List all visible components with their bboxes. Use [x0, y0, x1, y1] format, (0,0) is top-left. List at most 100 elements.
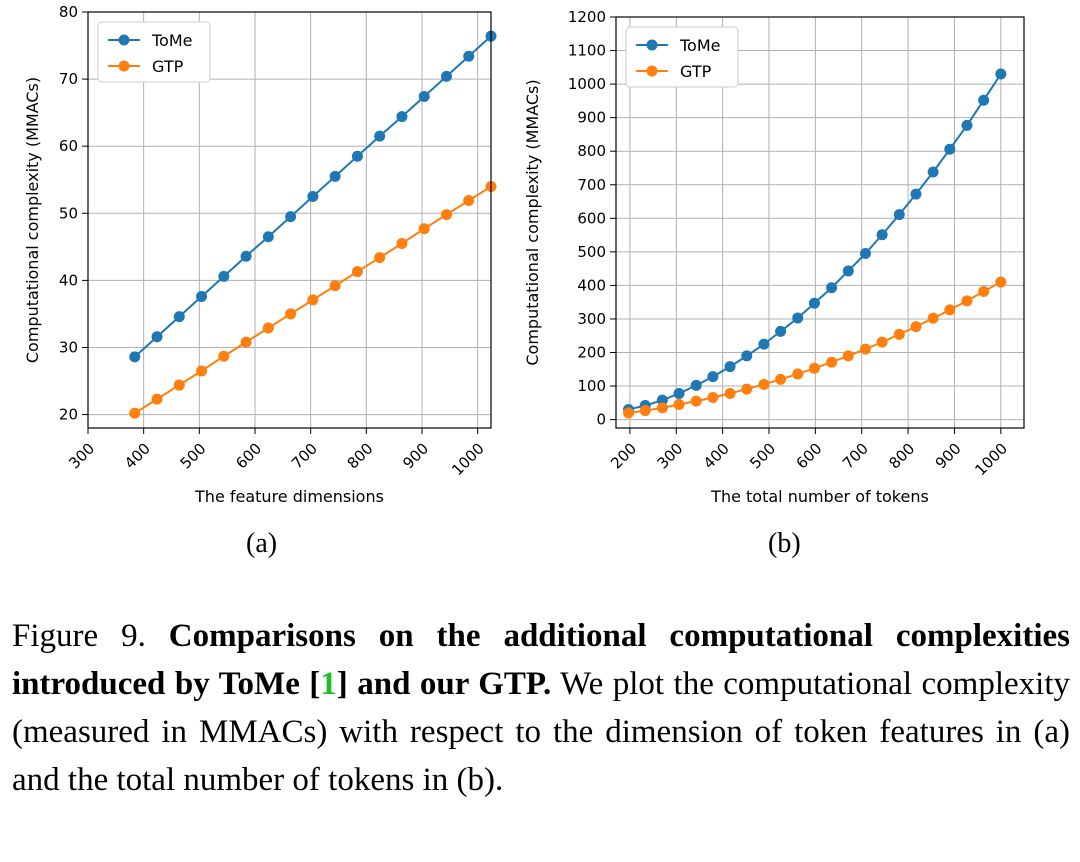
chart-b-data-point-gtp [995, 276, 1007, 288]
chart-b-data-point-gtp [808, 362, 820, 374]
chart-b-x-tick-label: 1000 [971, 440, 1011, 480]
chart-b-data-point-tome [978, 94, 990, 106]
chart-b-data-point-tome [927, 166, 939, 178]
chart-b-y-tick-label: 1200 [568, 8, 606, 26]
chart-b-y-tick-label: 300 [577, 310, 606, 328]
chart-a-data-point-tome [196, 290, 208, 302]
chart-b-data-point-gtp [842, 350, 854, 362]
chart-a-x-tick-label: 900 [399, 440, 432, 473]
chart-b-data-point-tome [961, 119, 973, 131]
figure-caption: Figure 9. Comparisons on the additional … [12, 612, 1070, 804]
chart-b-data-point-tome [910, 188, 922, 200]
chart-a-legend-label-tome: ToMe [151, 31, 193, 50]
chart-a-data-point-gtp [418, 223, 430, 235]
chart-b-series-line-tome [628, 73, 1002, 411]
chart-a-y-tick-label: 50 [59, 204, 78, 222]
chart-b-data-point-tome [741, 350, 753, 362]
chart-b-data-point-gtp [690, 395, 702, 407]
chart-a-data-point-tome [351, 150, 363, 162]
chart-b-data-point-tome [673, 387, 685, 399]
chart-b-data-point-gtp [826, 356, 838, 368]
chart-b-data-point-gtp [978, 285, 990, 297]
chart-a-y-tick-label: 80 [59, 3, 78, 21]
chart-a-y-tick-label: 40 [59, 271, 78, 289]
chart-a-data-point-tome [329, 170, 341, 182]
subcaption-a: (a) [246, 528, 278, 559]
chart-b-data-point-tome [690, 379, 702, 391]
chart-b-x-tick-label: 600 [793, 440, 826, 473]
chart-a-data-point-tome [418, 91, 430, 103]
chart-a-plot-frame [87, 11, 492, 429]
chart-b-data-point-tome [758, 338, 770, 350]
chart-b-y-tick-label: 900 [577, 109, 606, 127]
chart-b-x-tick-label: 300 [654, 440, 687, 473]
chart-a-y-tick-label: 30 [59, 338, 78, 356]
chart-a-data-point-tome [307, 191, 319, 203]
chart-b-y-axis-title: Computational complexity (MMACs) [523, 79, 542, 365]
chart-a-x-tick-label: 600 [232, 440, 265, 473]
chart-b-data-point-gtp [656, 402, 668, 414]
chart-a-data-point-tome [262, 231, 274, 243]
chart-a-data-point-gtp [262, 322, 274, 334]
chart-b-data-point-gtp [927, 312, 939, 324]
chart-b-y-tick-label: 500 [577, 243, 606, 261]
chart-a-data-point-gtp [151, 393, 163, 405]
chart-a-data-point-tome [440, 70, 452, 82]
chart-a-data-point-tome [173, 311, 185, 323]
chart-a-data-point-tome [240, 250, 252, 262]
chart-b-data-point-tome [995, 68, 1007, 80]
chart-a-data-point-gtp [173, 379, 185, 391]
chart-b-data-point-gtp [775, 373, 787, 385]
chart-b-data-point-tome [656, 394, 668, 406]
chart-a-data-point-gtp [463, 195, 475, 207]
chart-a-data-point-tome [463, 50, 475, 62]
chart-b-data-point-gtp [792, 368, 804, 380]
chart-a-data-point-gtp [374, 252, 386, 264]
chart-a-data-point-gtp [196, 365, 208, 377]
chart-a-data-point-tome [129, 351, 141, 363]
chart-a-data-point-gtp [329, 280, 341, 292]
chart-b-x-tick-label: 200 [607, 440, 640, 473]
chart-b-data-point-gtp [623, 407, 635, 419]
caption-body: We plot the computational complexity (me… [12, 666, 1070, 798]
chart-a-data-point-tome [218, 270, 230, 282]
chart-a-x-axis-title: The feature dimensions [194, 487, 384, 506]
chart-b-x-axis-title: The total number of tokens [710, 487, 929, 506]
figure-label: Figure 9. [12, 618, 146, 654]
chart-a-data-point-gtp [129, 407, 141, 419]
chart-a-x-tick-label: 1000 [448, 440, 488, 480]
chart-b-data-point-gtp [944, 304, 956, 316]
chart-b-plot-frame [615, 16, 1025, 429]
chart-b-data-point-tome [826, 282, 838, 294]
chart-b-data-point-tome [792, 312, 804, 324]
chart-b-y-tick-label: 200 [577, 344, 606, 362]
chart-a-data-point-gtp [240, 336, 252, 348]
chart-a-data-point-gtp [440, 209, 452, 221]
citation-link[interactable]: 1 [320, 666, 337, 702]
chart-b-data-point-gtp [741, 383, 753, 395]
chart-a-y-tick-label: 20 [59, 406, 78, 424]
chart-b-data-point-gtp [893, 328, 905, 340]
chart-b-x-tick-label: 500 [746, 440, 779, 473]
chart-b-y-tick-label: 700 [577, 176, 606, 194]
chart-b-legend-marker-tome [646, 39, 658, 51]
chart-a-x-tick-label: 300 [65, 440, 98, 473]
chart-b-data-point-gtp [758, 378, 770, 390]
chart-a: 20 30 40 50 60 70 80 300 400 500 600 700 800 900 1000 T… [23, 3, 497, 506]
chart-b-legend-label-gtp: GTP [680, 62, 712, 81]
chart-b-legend-label-tome: ToMe [679, 36, 721, 55]
chart-b-data-point-tome [859, 248, 871, 260]
chart-b-data-point-gtp [707, 391, 719, 403]
chart-b-x-tick-label: 900 [932, 440, 965, 473]
chart-b-y-tick-label: 1100 [568, 42, 606, 60]
chart-a-data-point-gtp [351, 266, 363, 278]
chart-b-data-point-tome [876, 229, 888, 241]
chart-a-x-tick-label: 500 [177, 440, 210, 473]
chart-b-data-point-gtp [910, 321, 922, 333]
chart-b-data-point-tome [944, 143, 956, 155]
chart-a-data-point-gtp [307, 294, 319, 306]
chart-b-data-point-tome [808, 297, 820, 309]
chart-a-legend-label-gtp: GTP [152, 57, 184, 76]
chart-b-x-tick-label: 800 [885, 440, 918, 473]
chart-a-data-point-tome [285, 211, 297, 223]
